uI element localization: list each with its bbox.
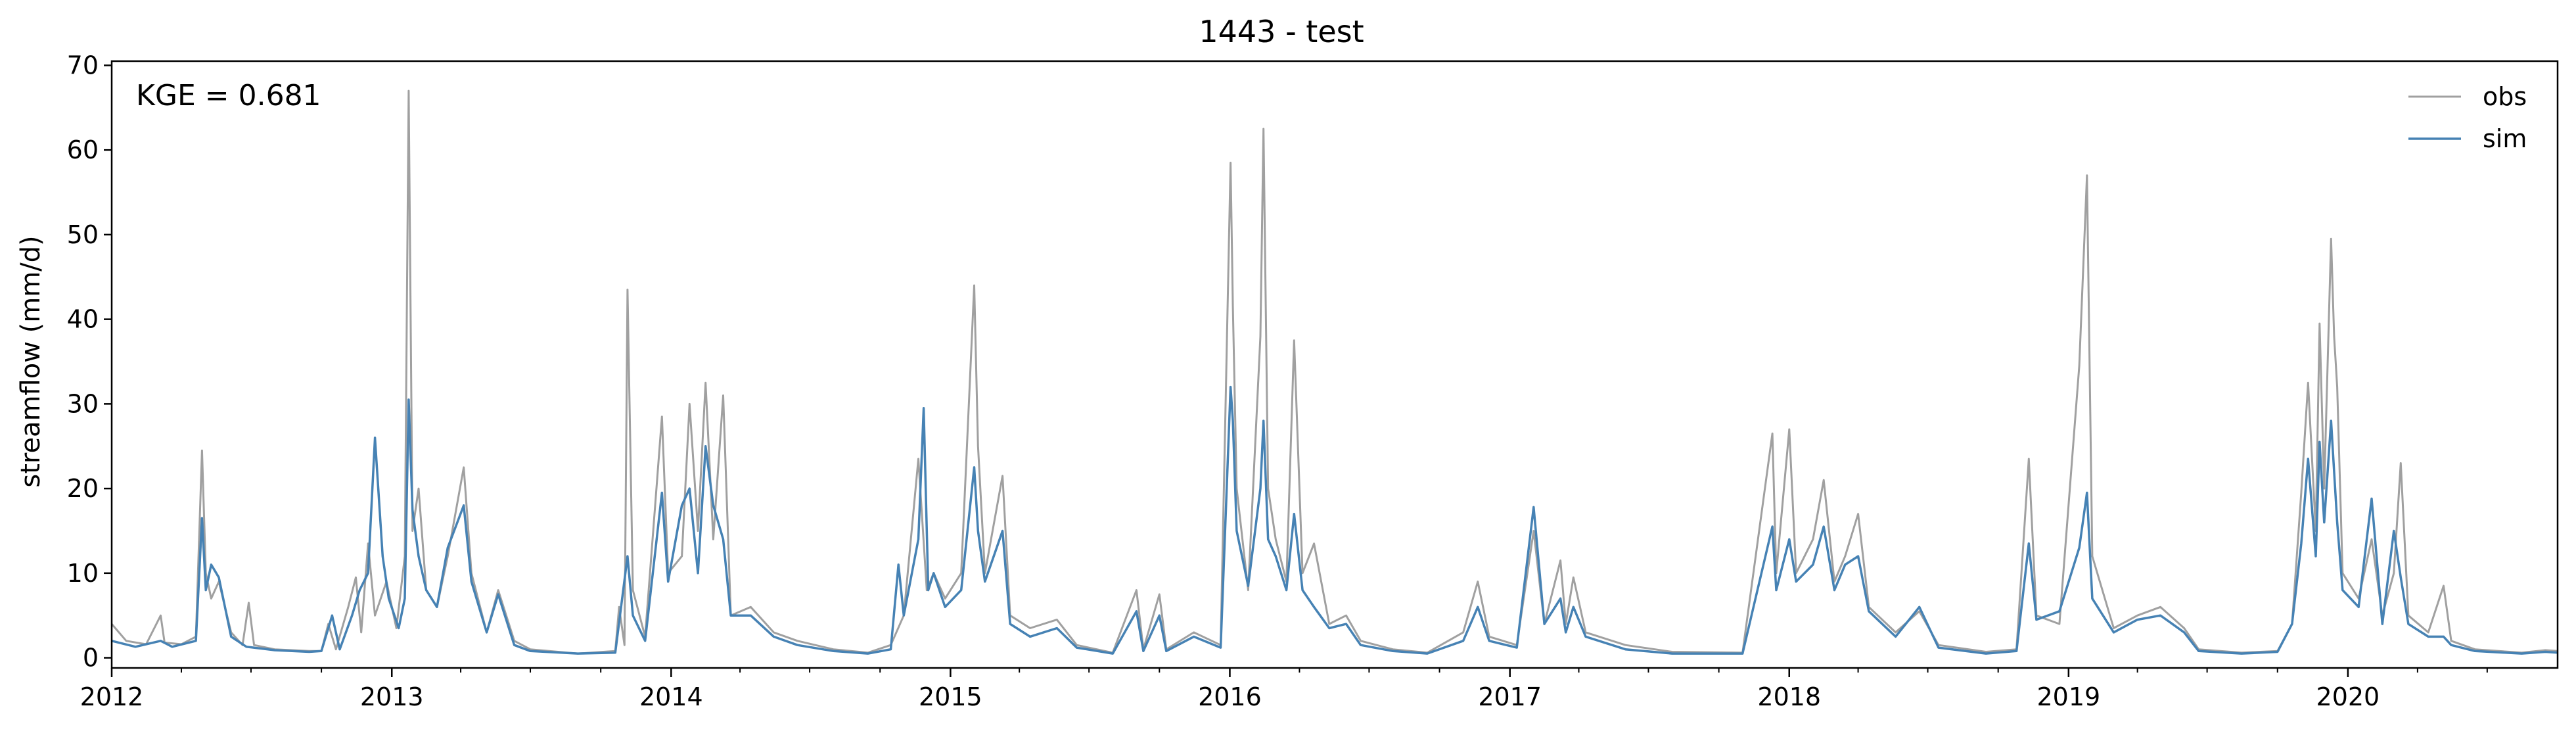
- x-tick-label: 2016: [1198, 682, 1262, 711]
- y-tick-label: 60: [67, 135, 99, 164]
- kge-annotation: KGE = 0.681: [136, 79, 321, 112]
- y-axis-ticks: 0 10 20 30 40 50 60 70: [67, 51, 112, 673]
- y-tick-label: 30: [67, 389, 99, 418]
- legend-label-sim: sim: [2483, 124, 2527, 153]
- x-tick-label: 2013: [360, 682, 424, 711]
- y-tick-label: 40: [67, 305, 99, 334]
- series-line-sim: [111, 385, 2558, 655]
- x-tick-label: 2018: [1757, 682, 1821, 711]
- y-tick-label: 70: [67, 51, 99, 80]
- y-tick-label: 50: [67, 220, 99, 249]
- y-tick-label: 0: [83, 644, 99, 673]
- x-tick-label: 2015: [919, 682, 982, 711]
- plot-frame: [110, 60, 2559, 669]
- x-tick-label: 2019: [2036, 682, 2100, 711]
- x-axis-ticks: 2012 2013 2014 2015 2016 2017 2018 2019 2020: [80, 668, 2488, 711]
- x-tick-label: 2012: [80, 682, 144, 711]
- chart-title: 1443 - test: [1199, 14, 1364, 49]
- legend: obs sim: [2408, 82, 2527, 153]
- y-axis-label: streamflow (mm/d): [16, 235, 46, 487]
- x-tick-label: 2014: [639, 682, 703, 711]
- y-tick-label: 20: [67, 474, 99, 503]
- plot-area: [110, 60, 2559, 669]
- series-line-obs: [110, 89, 2558, 655]
- x-tick-label: 2020: [2316, 682, 2380, 711]
- legend-label-obs: obs: [2483, 82, 2527, 111]
- series-layer: [110, 89, 2558, 655]
- y-tick-label: 10: [67, 559, 99, 588]
- x-tick-label: 2017: [1478, 682, 1542, 711]
